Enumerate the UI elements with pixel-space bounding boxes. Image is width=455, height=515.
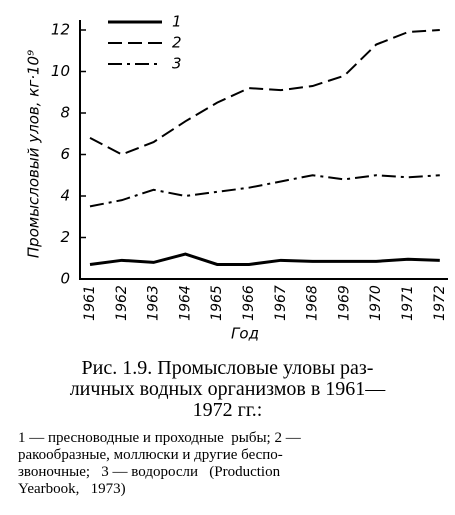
- caption-line: 1972 гг.:: [192, 399, 263, 421]
- caption-line: личных водных организмов в 1961—: [69, 378, 386, 400]
- y-tick-label: 2: [60, 228, 70, 246]
- legend-label: 3: [172, 55, 182, 73]
- y-tick-label: 4: [60, 187, 70, 205]
- line-series: [89, 252, 440, 266]
- line-series: [89, 174, 440, 208]
- legend-label: 2: [172, 34, 182, 52]
- x-tick-label: 1969: [336, 285, 352, 321]
- note-line: Yearbook, 1973): [18, 481, 126, 497]
- x-axis-label: Год: [231, 325, 259, 343]
- y-tick-label: 8: [60, 104, 70, 122]
- caption-title: Рис. 1.9. Промысловые уловы раз-личных в…: [15, 358, 440, 421]
- y-tick-label: 12: [51, 21, 70, 39]
- chart: Промысловый улов, кг·10⁹ Год 02468101219…: [25, 13, 448, 343]
- x-tick-label: 1971: [400, 285, 416, 321]
- line-series: [89, 29, 440, 156]
- x-tick-label: 1961: [82, 285, 98, 321]
- legend-label: 1: [172, 13, 182, 31]
- x-tick-label: 1962: [114, 285, 130, 321]
- note-line: 1 — пресноводные и проходные рыбы; 2 —: [18, 430, 301, 446]
- x-tick-label: 1963: [146, 285, 162, 321]
- note-line: ракообразные, моллюски и другие беспо-: [18, 447, 283, 463]
- y-tick-label: 10: [51, 62, 70, 80]
- x-tick-label: 1964: [177, 285, 193, 321]
- caption-note: 1 — пресноводные и проходные рыбы; 2 — ра…: [18, 430, 438, 498]
- caption-line: Рис. 1.9. Промысловые уловы раз-: [81, 357, 374, 379]
- y-axis-label: Промысловый улов, кг·10⁹: [25, 50, 43, 258]
- x-tick-label: 1968: [305, 285, 321, 321]
- x-tick-label: 1970: [368, 285, 384, 321]
- x-tick-label: 1966: [241, 285, 257, 321]
- x-tick-label: 1972: [432, 285, 448, 321]
- note-line: звоночные; 3 — водоросли (Production: [18, 464, 281, 480]
- x-tick-label: 1967: [273, 285, 289, 321]
- y-tick-label: 0: [60, 270, 70, 288]
- x-tick-label: 1965: [209, 285, 225, 321]
- y-tick-label: 6: [60, 145, 70, 163]
